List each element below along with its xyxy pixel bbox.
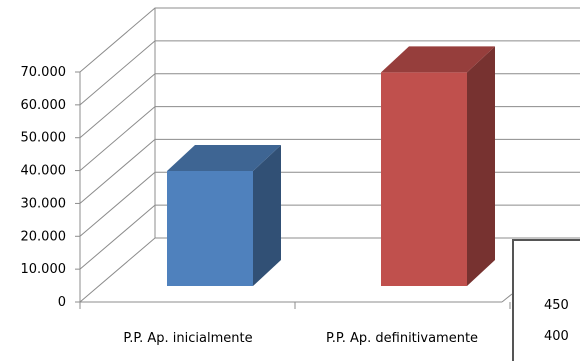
y-tick-label: 0 — [58, 295, 66, 310]
inset-tick-label: 400 — [544, 329, 569, 344]
gridline — [79, 40, 580, 106]
bar-front — [167, 171, 253, 286]
bar-side — [467, 46, 495, 286]
bar-chart-3d: 0 10.000 20.000 30.000 40.000 50.000 60.000 70.… — [21, 7, 580, 346]
gridlines — [75, 7, 580, 309]
bar-side — [253, 145, 281, 286]
y-tick-label: 50.000 — [21, 131, 67, 146]
bars — [167, 46, 495, 286]
x-axis-category-labels: P.P. Ap. inicialmente P.P. Ap. definitiva… — [123, 331, 478, 346]
y-axis-tick-labels: 0 10.000 20.000 30.000 40.000 50.000 60.000 70.… — [21, 65, 67, 310]
overlapping-chart-fragment: 450 400 — [512, 239, 580, 361]
bar-top — [167, 145, 281, 171]
y-tick-label: 40.000 — [21, 164, 67, 179]
y-tick-label: 20.000 — [21, 229, 67, 244]
y-tick-label: 30.000 — [21, 196, 67, 211]
gridline — [79, 7, 580, 73]
bar — [167, 145, 281, 286]
bar-top — [381, 46, 495, 73]
y-tick-label: 70.000 — [21, 65, 67, 80]
x-category-label: P.P. Ap. definitivamente — [326, 331, 478, 346]
x-category-label: P.P. Ap. inicialmente — [123, 331, 252, 346]
bar — [381, 46, 495, 286]
bar-front — [381, 72, 467, 286]
y-tick-label: 10.000 — [21, 262, 67, 277]
floor-side-edge — [501, 293, 513, 303]
inset-tick-label: 450 — [544, 298, 569, 313]
gridline — [79, 237, 580, 303]
y-tick-label: 60.000 — [21, 98, 67, 113]
